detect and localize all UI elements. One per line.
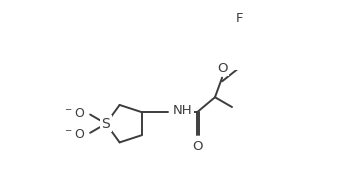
Text: S: S	[102, 117, 110, 131]
Text: O: O	[192, 140, 202, 153]
Text: F: F	[235, 12, 243, 26]
Text: $^-$O: $^-$O	[63, 128, 85, 140]
Text: O: O	[217, 62, 227, 75]
Text: $^-$O: $^-$O	[63, 107, 85, 120]
Text: NH: NH	[173, 104, 192, 117]
